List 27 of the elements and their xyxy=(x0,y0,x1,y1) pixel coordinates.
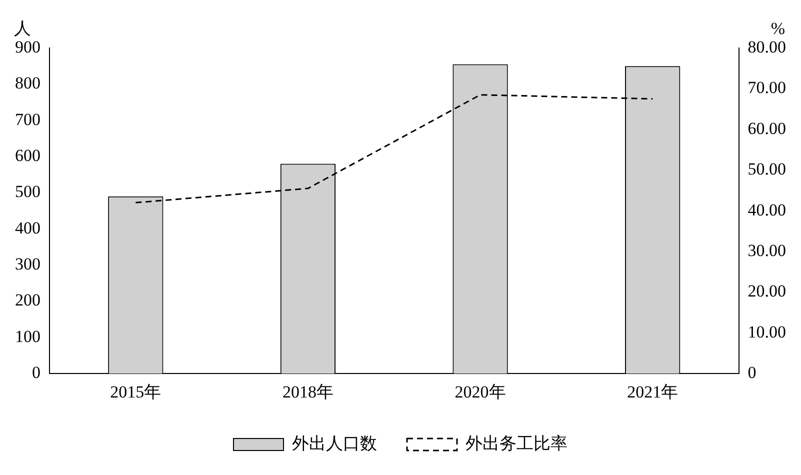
legend-label: 外出务工比率 xyxy=(466,434,568,453)
legend-label: 外出人口数 xyxy=(292,434,377,453)
y-tick-label: 200 xyxy=(15,290,40,310)
y-tick-label: 400 xyxy=(15,218,40,238)
y-tick-label: 0 xyxy=(32,363,40,382)
x-tick-label: 2018年 xyxy=(282,382,334,402)
x-tick-label: 2021年 xyxy=(627,382,678,402)
y-tick-label: 700 xyxy=(15,110,40,129)
y-tick-label: 100 xyxy=(15,326,40,346)
y-tick-label: 900 xyxy=(15,37,40,56)
y-axis-title: 人 xyxy=(14,18,31,38)
y2-tick-label: 40.00 xyxy=(748,200,786,220)
x-tick-label: 2020年 xyxy=(454,382,506,402)
y2-tick-label: 30.00 xyxy=(748,240,786,260)
y2-tick-label: 80.00 xyxy=(748,37,786,56)
y2-tick-label: 50.00 xyxy=(748,160,786,179)
y2-tick-label: 10.00 xyxy=(748,322,786,342)
y2-tick-label: 70.00 xyxy=(748,78,786,98)
x-tick-label: 2015年 xyxy=(110,382,162,402)
y-tick-label: 300 xyxy=(15,254,40,274)
y-tick-label: 500 xyxy=(15,182,40,202)
y2-tick-label: 0 xyxy=(748,363,756,382)
y2-axis-title: % xyxy=(770,18,785,38)
y2-tick-label: 20.00 xyxy=(748,282,786,301)
y-tick-label: 600 xyxy=(15,146,40,165)
y-tick-label: 800 xyxy=(15,74,40,93)
y2-tick-label: 60.00 xyxy=(748,118,786,138)
